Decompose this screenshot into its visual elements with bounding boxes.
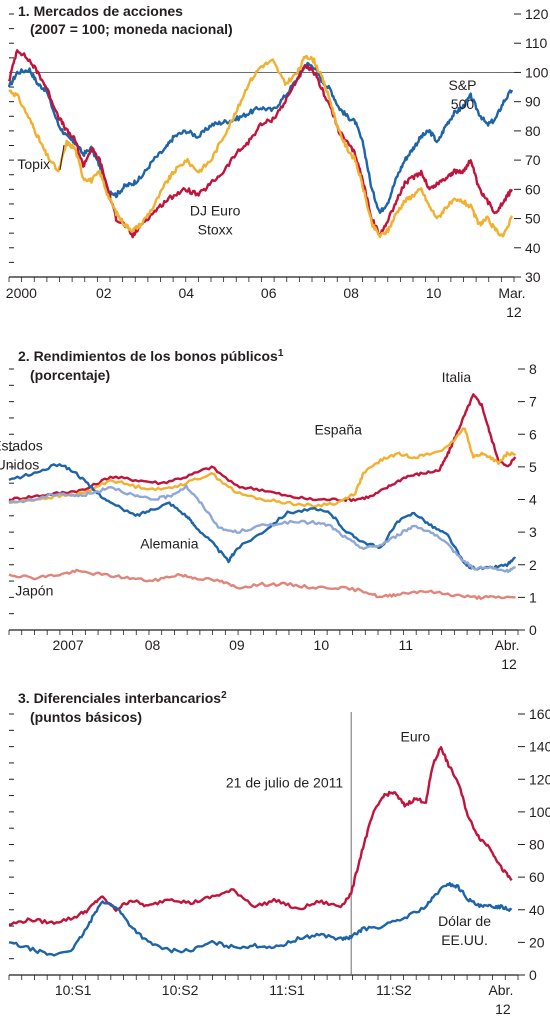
chart-title: 3. Diferenciales interbancarios2 bbox=[18, 690, 227, 706]
x-tick-label: 2000 bbox=[6, 285, 37, 301]
x-tick-label: 2007 bbox=[53, 637, 84, 653]
y-tick-label: 60 bbox=[529, 869, 545, 885]
y-tick-label: 3 bbox=[529, 524, 537, 540]
series-line-2-5 bbox=[8, 568, 516, 600]
x-tick-label: 04 bbox=[178, 285, 194, 301]
y-tick-label: 0 bbox=[529, 622, 537, 638]
y-tick-label: 100 bbox=[529, 804, 550, 820]
y-tick-label: 1 bbox=[529, 589, 537, 605]
y-tick-label: 90 bbox=[525, 94, 541, 110]
chart-title: 1. Mercados de acciones bbox=[18, 3, 183, 19]
y-tick-label: 80 bbox=[529, 837, 545, 853]
y-tick-label: 120 bbox=[525, 6, 549, 22]
series-label: Euro bbox=[401, 729, 431, 745]
footnote-marker: 2 bbox=[221, 690, 227, 701]
x-tick-label: 12 bbox=[495, 1001, 511, 1017]
series-line-2-4 bbox=[8, 484, 517, 574]
series-line-2-1 bbox=[8, 393, 517, 503]
series-label: Alemania bbox=[140, 535, 199, 551]
series-label: S&P bbox=[448, 77, 476, 93]
x-tick-label: 06 bbox=[261, 285, 277, 301]
topix-leader bbox=[59, 144, 65, 171]
y-tick-label: 5 bbox=[529, 459, 537, 475]
chart-subtitle: (puntos básicos) bbox=[30, 709, 142, 725]
chart-panel-1: 1. Mercados de acciones (2007 = 100; mone… bbox=[6, 3, 549, 320]
event-label: 21 de julio de 2011 bbox=[226, 774, 343, 790]
series-label: Dólar de bbox=[438, 913, 491, 929]
series-line-1-3 bbox=[8, 54, 514, 239]
y-tick-label: 140 bbox=[529, 739, 550, 755]
y-tick-label: 80 bbox=[525, 123, 541, 139]
series-label: Unidos bbox=[0, 457, 39, 473]
series-line-1-2 bbox=[7, 49, 513, 239]
x-tick-label: Abr. bbox=[495, 637, 520, 653]
chart-title: 2. Rendimientos de los bonos públicos1 bbox=[18, 348, 284, 364]
y-tick-label: 0 bbox=[529, 967, 537, 983]
series-label: Japón bbox=[15, 583, 53, 599]
y-tick-label: 100 bbox=[525, 64, 549, 80]
x-tick-label: 09 bbox=[229, 637, 245, 653]
y-tick-label: 20 bbox=[529, 934, 545, 950]
y-tick-label: 40 bbox=[529, 902, 545, 918]
series-label: Estados bbox=[0, 438, 43, 454]
series-label: España bbox=[314, 421, 362, 437]
series-line-2-3 bbox=[8, 463, 516, 571]
series-label: EE.UU. bbox=[441, 932, 488, 948]
y-tick-label: 4 bbox=[529, 492, 537, 508]
x-tick-label: 10 bbox=[426, 285, 442, 301]
y-tick-label: 110 bbox=[525, 35, 548, 51]
x-tick-label: 10:S1 bbox=[55, 982, 92, 998]
x-tick-label: 12 bbox=[506, 304, 522, 320]
y-tick-label: 70 bbox=[525, 152, 541, 168]
x-tick-label: Abr. bbox=[488, 982, 513, 998]
x-tick-label: 02 bbox=[96, 285, 112, 301]
y-tick-label: 120 bbox=[529, 771, 550, 787]
x-tick-label: 11:S2 bbox=[376, 982, 412, 998]
series-label: Stoxx bbox=[198, 222, 233, 238]
x-tick-label: Mar. bbox=[498, 285, 525, 301]
chart-panel-3: 3. Diferenciales interbancarios2 (puntos … bbox=[8, 690, 550, 1017]
series-line-1-1 bbox=[7, 61, 514, 214]
y-tick-label: 6 bbox=[529, 426, 537, 442]
y-tick-label: 160 bbox=[529, 706, 550, 722]
y-tick-label: 60 bbox=[525, 181, 541, 197]
x-tick-label: 08 bbox=[145, 637, 161, 653]
y-tick-label: 2 bbox=[529, 557, 537, 573]
x-tick-label: 12 bbox=[501, 656, 517, 672]
x-tick-label: 10:S2 bbox=[162, 982, 199, 998]
series-label: 500 bbox=[451, 96, 475, 112]
series-label: Topix bbox=[17, 156, 50, 172]
series-line-2-2 bbox=[8, 427, 517, 508]
series-label: DJ Euro bbox=[190, 203, 241, 219]
x-tick-label: 08 bbox=[343, 285, 359, 301]
x-tick-label: 11 bbox=[398, 637, 413, 653]
footnote-marker: 1 bbox=[278, 348, 284, 359]
series-line-3-2 bbox=[8, 882, 513, 957]
y-tick-label: 7 bbox=[529, 394, 537, 410]
chart-panel-2: 2. Rendimientos de los bonos públicos1 (p… bbox=[0, 348, 537, 672]
chart-subtitle: (porcentaje) bbox=[30, 367, 110, 383]
x-tick-label: 10 bbox=[314, 637, 330, 653]
y-tick-label: 30 bbox=[525, 269, 541, 285]
y-tick-label: 40 bbox=[525, 240, 541, 256]
x-tick-label: 11:S1 bbox=[269, 982, 305, 998]
chart-subtitle: (2007 = 100; moneda nacional) bbox=[30, 21, 233, 37]
y-tick-label: 50 bbox=[525, 211, 541, 227]
series-label: Italia bbox=[442, 369, 472, 385]
y-tick-label: 8 bbox=[529, 361, 537, 377]
